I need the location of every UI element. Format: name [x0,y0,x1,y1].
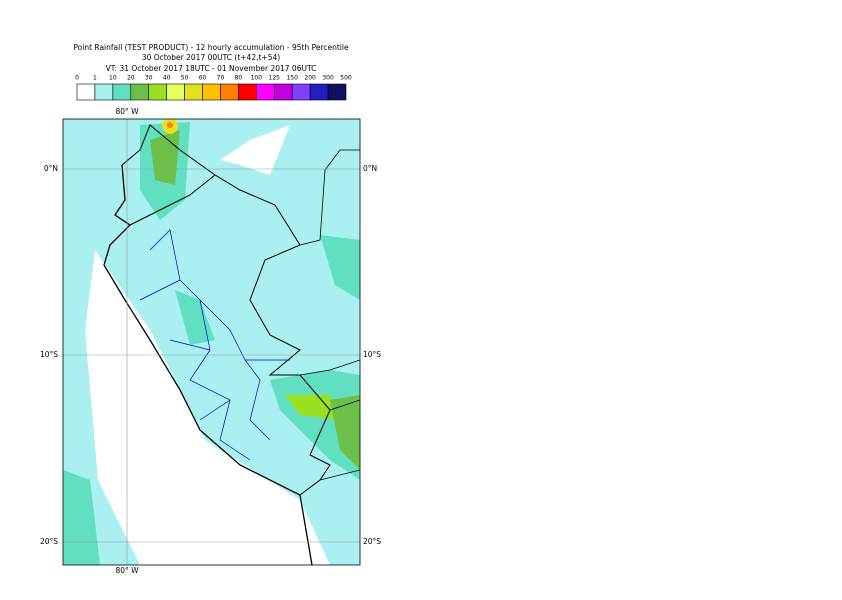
title: Point Rainfall (TEST PRODUCT) - 12 hourl… [73,43,349,52]
legend-swatch [184,83,203,101]
legend-swatch [148,83,167,101]
rain-area [330,395,360,470]
legend-label: 1 [93,75,97,82]
legend-swatch [220,83,239,101]
legend-label: 10 [109,75,117,82]
map-frame [62,118,361,566]
legend-swatch [94,83,114,101]
legend-label: 125 [269,75,281,82]
border [129,174,331,496]
legend-swatch [166,83,185,101]
dry-area [220,125,290,175]
legend-label: 200 [304,75,316,82]
lon-label: 80° W [115,566,139,575]
lat-label: 10°S [40,350,58,359]
legend-label: 60 [199,75,207,82]
legend-swatch [273,83,293,101]
lon-label: 80° W [115,107,139,116]
legend-swatch [238,83,257,101]
rain-area [320,235,360,300]
legend-label: 40 [163,75,171,82]
legend-swatch [202,83,221,101]
rain-area [167,122,173,128]
border [299,149,360,481]
legend-label: 50 [181,75,189,82]
legend-swatch [112,83,132,101]
legend-swatch [76,83,96,101]
rain-area [175,290,215,345]
lat-label: 20°S [40,537,58,546]
legend-swatch [309,83,329,101]
run-time: 30 October 2017 00UTC (t+42,t+54) [142,53,280,62]
map [63,119,360,565]
legend-label: 30 [145,75,153,82]
valid-time: VT: 31 October 2017 18UTC - 01 November … [106,64,317,73]
legend-label: 500 [340,75,352,82]
legend-label: 150 [286,75,298,82]
legend-swatch [256,83,275,101]
legend-swatch [327,83,347,101]
coastline [103,164,313,565]
legend-swatch [130,83,150,101]
dry-area [85,250,330,565]
rain-area [285,395,340,420]
lat-label: 20°S [363,537,381,546]
region-border [139,229,290,461]
legend-label: 300 [322,75,334,82]
border [121,124,216,176]
rain-area [63,470,100,565]
legend-label: 20 [127,75,135,82]
lat-label: 0°N [363,164,377,173]
legend-label: 0 [75,75,79,82]
legend-label: 80 [235,75,243,82]
lat-label: 10°S [363,350,381,359]
legend-label: 70 [217,75,225,82]
legend: 0 1 10 20 30 40 50 60 70 80 100 125 150 200 300 500 [75,75,352,101]
lat-label: 0°N [44,164,58,173]
legend-swatch [291,83,311,101]
legend-label: 100 [251,75,263,82]
